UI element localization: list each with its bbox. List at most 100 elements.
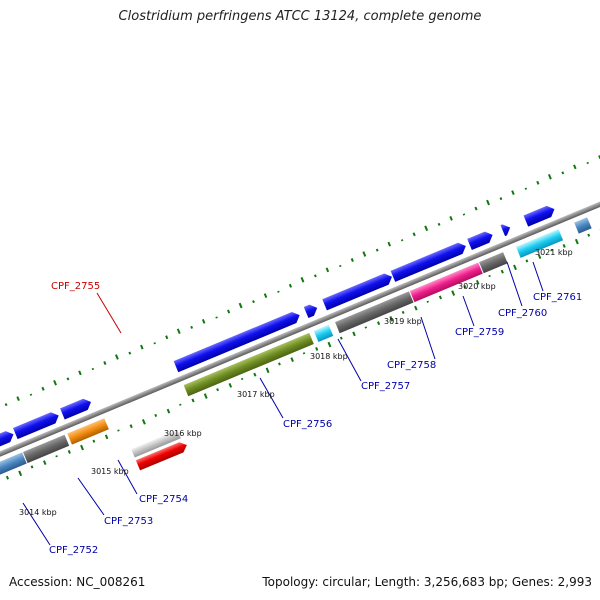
- gc-tick-track-outer: [4, 155, 600, 407]
- gc-tick: [387, 241, 391, 247]
- gc-tick: [375, 248, 379, 252]
- gc-tick: [290, 357, 294, 362]
- gc-tick: [18, 470, 23, 477]
- gene-block-gray[interactable]: [23, 434, 70, 464]
- gene-label[interactable]: CPF_2753: [104, 516, 153, 527]
- gc-tick: [29, 393, 33, 396]
- gene-label[interactable]: CPF_2758: [387, 360, 436, 371]
- gene-label[interactable]: CPF_2760: [498, 308, 547, 319]
- gc-tick: [587, 233, 591, 237]
- gc-tick: [67, 449, 71, 454]
- gc-tick: [325, 267, 330, 273]
- gene-label[interactable]: CPF_2757: [361, 381, 410, 392]
- gene-block-silver[interactable]: [131, 429, 181, 458]
- gc-tick: [339, 336, 343, 340]
- gene-arrow-highlight[interactable]: [135, 440, 189, 471]
- gene-arrow-fwd[interactable]: [173, 310, 302, 373]
- gc-tick: [400, 239, 404, 242]
- gc-tick: [263, 293, 268, 299]
- gc-tick: [240, 377, 244, 381]
- gc-tick: [424, 225, 429, 232]
- gene-label[interactable]: CPF_2761: [533, 292, 582, 303]
- gene-block-cyan[interactable]: [515, 229, 564, 258]
- gene-arrow-fwd[interactable]: [467, 229, 495, 251]
- gene-label[interactable]: CPF_2752: [49, 545, 98, 556]
- gc-tick: [103, 361, 107, 365]
- gc-tick: [426, 300, 429, 303]
- gc-tick: [562, 243, 566, 248]
- gc-tick: [16, 396, 20, 402]
- gc-tick: [362, 251, 367, 257]
- leader-line-highlight: [96, 292, 122, 334]
- gc-tick: [165, 335, 169, 340]
- gc-tick: [536, 180, 540, 185]
- gc-tick: [401, 310, 405, 314]
- gc-tick: [265, 367, 270, 374]
- gene-label[interactable]: CPF_2756: [283, 419, 332, 430]
- leader-lines: [22, 261, 544, 546]
- gene-block-pink[interactable]: [409, 262, 483, 303]
- gc-tick: [153, 342, 156, 345]
- gc-tick-track-inner: [5, 228, 600, 480]
- gc-tick: [327, 341, 332, 348]
- gc-tick: [55, 455, 58, 458]
- accession-text: Accession: NC_008261: [9, 575, 146, 589]
- gc-tick: [561, 171, 565, 175]
- gene-label-highlight[interactable]: CPF_2755: [51, 281, 100, 292]
- gc-tick: [547, 174, 552, 180]
- gc-tick: [389, 316, 394, 322]
- gc-tick: [5, 475, 10, 480]
- gc-tick: [414, 305, 418, 311]
- gene-block-olive[interactable]: [183, 332, 314, 397]
- map-title: Clostridium perfringens ATCC 13124, comp…: [118, 9, 482, 24]
- gene-arrow-fwd[interactable]: [523, 204, 557, 227]
- gc-tick: [302, 352, 306, 355]
- gc-tick: [462, 213, 466, 216]
- gc-tick: [216, 388, 219, 392]
- gene-arrow-fwd[interactable]: [0, 429, 16, 456]
- gene-block-steel[interactable]: [0, 452, 27, 480]
- topology-text: Topology: circular; Length: 3,256,683 bp…: [262, 575, 592, 589]
- gc-tick: [166, 408, 171, 414]
- gc-tick: [525, 259, 529, 263]
- gene-block-steel[interactable]: [574, 217, 592, 234]
- gene-arrow-fwd[interactable]: [60, 396, 93, 420]
- gc-tick: [474, 206, 478, 211]
- gc-tick: [463, 285, 467, 289]
- gc-tick: [215, 316, 218, 319]
- gc-tick: [128, 351, 132, 355]
- gc-tick: [574, 238, 579, 245]
- gene-arrow-fwd[interactable]: [303, 302, 320, 319]
- gc-tick: [438, 295, 443, 300]
- gene-label[interactable]: CPF_2759: [455, 327, 504, 338]
- gc-tick: [104, 434, 109, 440]
- kbp-label: 3016 kbp: [164, 429, 202, 438]
- gc-tick: [288, 283, 293, 288]
- gc-tick: [53, 379, 57, 386]
- gene-block-gray[interactable]: [335, 291, 414, 334]
- gc-tick: [30, 465, 34, 469]
- gene-arrow-fwd[interactable]: [390, 240, 469, 282]
- genome-backbone: [0, 190, 600, 472]
- gene-block-gray[interactable]: [479, 252, 508, 274]
- gene-arrow-fwd[interactable]: [13, 410, 61, 440]
- gene-block-orange[interactable]: [67, 418, 109, 445]
- gc-tick: [129, 424, 133, 429]
- gc-tick: [201, 319, 206, 324]
- gc-tick: [573, 164, 577, 170]
- gc-tick: [80, 444, 84, 451]
- gc-tick: [179, 403, 182, 406]
- gc-tick: [449, 216, 453, 221]
- gene-arrow-fwd[interactable]: [500, 222, 512, 237]
- gc-tick: [550, 249, 553, 252]
- gc-tick: [176, 328, 181, 335]
- gc-tick: [4, 403, 8, 407]
- gc-tick: [278, 362, 281, 366]
- gc-tick: [377, 321, 381, 326]
- gene-label[interactable]: CPF_2754: [139, 494, 188, 505]
- gc-tick: [313, 274, 317, 278]
- gene-arrow-fwd[interactable]: [322, 271, 394, 311]
- gc-tick: [586, 161, 589, 165]
- gene-block-cyan[interactable]: [313, 324, 334, 343]
- gc-tick: [499, 197, 503, 201]
